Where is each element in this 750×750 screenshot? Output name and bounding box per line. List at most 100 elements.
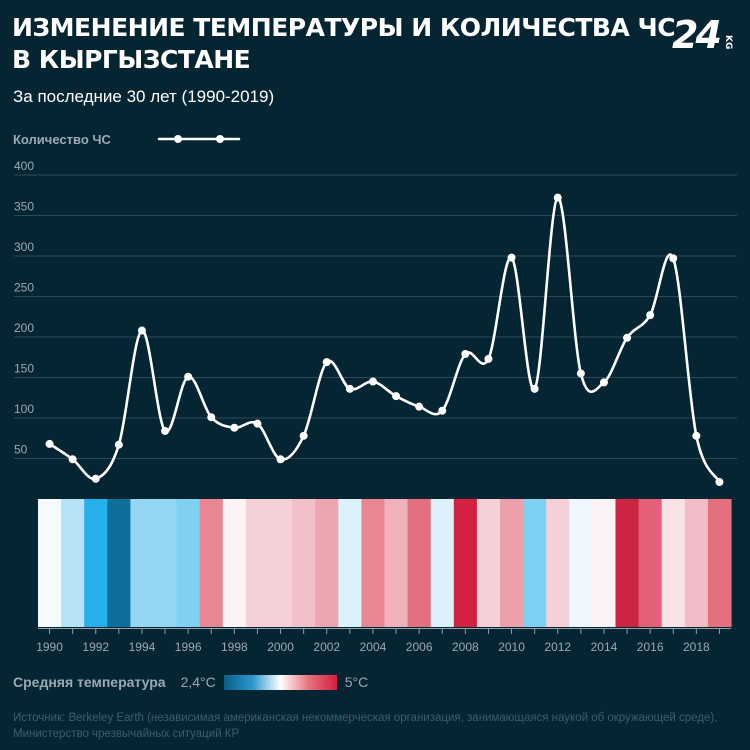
- logo-text: 24: [672, 14, 720, 54]
- temperature-stripe: [269, 499, 293, 627]
- data-point: [68, 455, 77, 464]
- x-tick-label: 1990: [36, 640, 63, 654]
- temperature-stripe: [546, 499, 570, 627]
- temperature-stripe: [245, 499, 270, 627]
- temperature-stripe: [707, 499, 732, 627]
- x-tick-label: 2016: [637, 640, 664, 654]
- temperature-gradient: [223, 674, 337, 690]
- y-tick-label: 150: [14, 362, 34, 376]
- temperature-stripe: [661, 499, 686, 627]
- series-line: [48, 196, 721, 483]
- temperature-stripe: [407, 499, 432, 627]
- temperature-stripe: [476, 499, 501, 627]
- data-point: [715, 477, 724, 486]
- temperature-stripe: [615, 499, 640, 627]
- temperature-legend: Средняя температура 2,4°C 5°C: [13, 672, 368, 692]
- x-tick-label: 2010: [498, 640, 525, 654]
- x-tick-label: 1992: [82, 640, 109, 654]
- x-tick-label: 1998: [221, 640, 248, 654]
- x-tick-label: 2002: [313, 640, 340, 654]
- logo-suffix: KG: [723, 35, 733, 49]
- data-point: [669, 254, 678, 263]
- data-point: [692, 431, 701, 440]
- temperature-stripe: [592, 499, 617, 627]
- temperature-stripe: [153, 499, 178, 627]
- temperature-stripe: [107, 499, 131, 627]
- data-point: [230, 423, 239, 432]
- series-legend-swatch: [157, 135, 241, 143]
- series-legend: Количество ЧС: [13, 129, 247, 149]
- temperature-stripe: [638, 499, 663, 627]
- data-point: [623, 333, 632, 342]
- x-tick-label: 1996: [175, 640, 202, 654]
- data-point: [392, 392, 401, 401]
- x-tick-label: 2006: [406, 640, 433, 654]
- chart-area: 50 100 150 200 250 300 350 400 1990 1992 1994 1996…: [14, 159, 737, 654]
- source-line-2: Министерство чрезвычайных ситуаций КР: [13, 728, 240, 740]
- temperature-stripe: [315, 499, 339, 627]
- data-point: [91, 474, 100, 483]
- data-point: [184, 372, 193, 381]
- y-tick-label: 400: [14, 159, 34, 173]
- y-tick-label: 350: [14, 200, 34, 214]
- temperature-legend-label: Средняя температура: [13, 674, 166, 690]
- temperature-stripe: [199, 499, 224, 627]
- source-line-1: Источник: Berkeley Earth (независимая ам…: [13, 712, 718, 724]
- data-point: [368, 377, 377, 386]
- data-point: [45, 439, 54, 448]
- chart-title: ИЗМЕНЕНИЕ ТЕМПЕРАТУРЫ И КОЛИЧЕСТВА ЧС В …: [12, 12, 676, 76]
- temperature-stripes: [38, 499, 732, 627]
- temperature-stripe: [176, 499, 201, 627]
- title-line-2: В КЫРГЫЗСТАНЕ: [12, 45, 251, 74]
- temperature-stripe: [84, 499, 108, 627]
- temperature-stripe: [222, 499, 247, 627]
- x-axis: 1990 1992 1994 1996 1998 2000 2002 2004 2006 2008…: [36, 628, 731, 654]
- x-tick-label: 2014: [591, 640, 618, 654]
- data-point: [438, 406, 447, 415]
- x-tick-label: 2008: [452, 640, 479, 654]
- y-tick-label: 50: [14, 443, 28, 457]
- y-tick-label: 100: [14, 402, 34, 416]
- temperature-stripe: [384, 499, 409, 627]
- title-line-1: ИЗМЕНЕНИЕ ТЕМПЕРАТУРЫ И КОЛИЧЕСТВА ЧС: [12, 13, 676, 42]
- temperature-stripe: [130, 499, 155, 627]
- data-point: [507, 253, 516, 262]
- temperature-stripe: [569, 499, 593, 627]
- subtitle: За последние 30 лет (1990-2019): [13, 87, 275, 106]
- data-point: [207, 413, 216, 422]
- data-point: [345, 384, 354, 393]
- data-point: [484, 354, 493, 363]
- temperature-stripe: [61, 499, 85, 627]
- temperature-stripe: [361, 499, 386, 627]
- data-point: [415, 402, 424, 411]
- incidents-series: [45, 193, 724, 486]
- data-point: [114, 440, 123, 449]
- data-point: [322, 358, 331, 367]
- temperature-stripe: [430, 499, 455, 627]
- y-tick-label: 250: [14, 281, 34, 295]
- data-point: [276, 455, 285, 464]
- temperature-stripe: [38, 499, 62, 627]
- temperature-stripe: [292, 499, 316, 627]
- data-point: [461, 350, 470, 359]
- data-point: [553, 193, 562, 202]
- data-point: [253, 419, 262, 428]
- y-tick-label: 300: [14, 240, 34, 254]
- gridlines: [14, 174, 737, 459]
- temperature-stripe: [500, 499, 524, 627]
- data-point: [599, 378, 608, 387]
- data-point: [137, 326, 146, 335]
- temperature-max-label: 5°C: [344, 674, 369, 690]
- source-note: Источник: Berkeley Earth (независимая ам…: [13, 710, 738, 742]
- data-point: [530, 384, 539, 393]
- temperature-min-label: 2,4°C: [180, 674, 216, 690]
- data-point: [161, 426, 170, 435]
- data-point: [299, 431, 308, 440]
- data-point: [646, 311, 655, 320]
- x-tick-label: 2018: [683, 640, 710, 654]
- 24kg-logo: 24 KG: [672, 14, 733, 54]
- data-point: [576, 369, 585, 378]
- x-tick-label: 1994: [129, 640, 156, 654]
- y-tick-labels: 50 100 150 200 250 300 350 400: [14, 159, 34, 457]
- x-tick-label: 2012: [544, 640, 571, 654]
